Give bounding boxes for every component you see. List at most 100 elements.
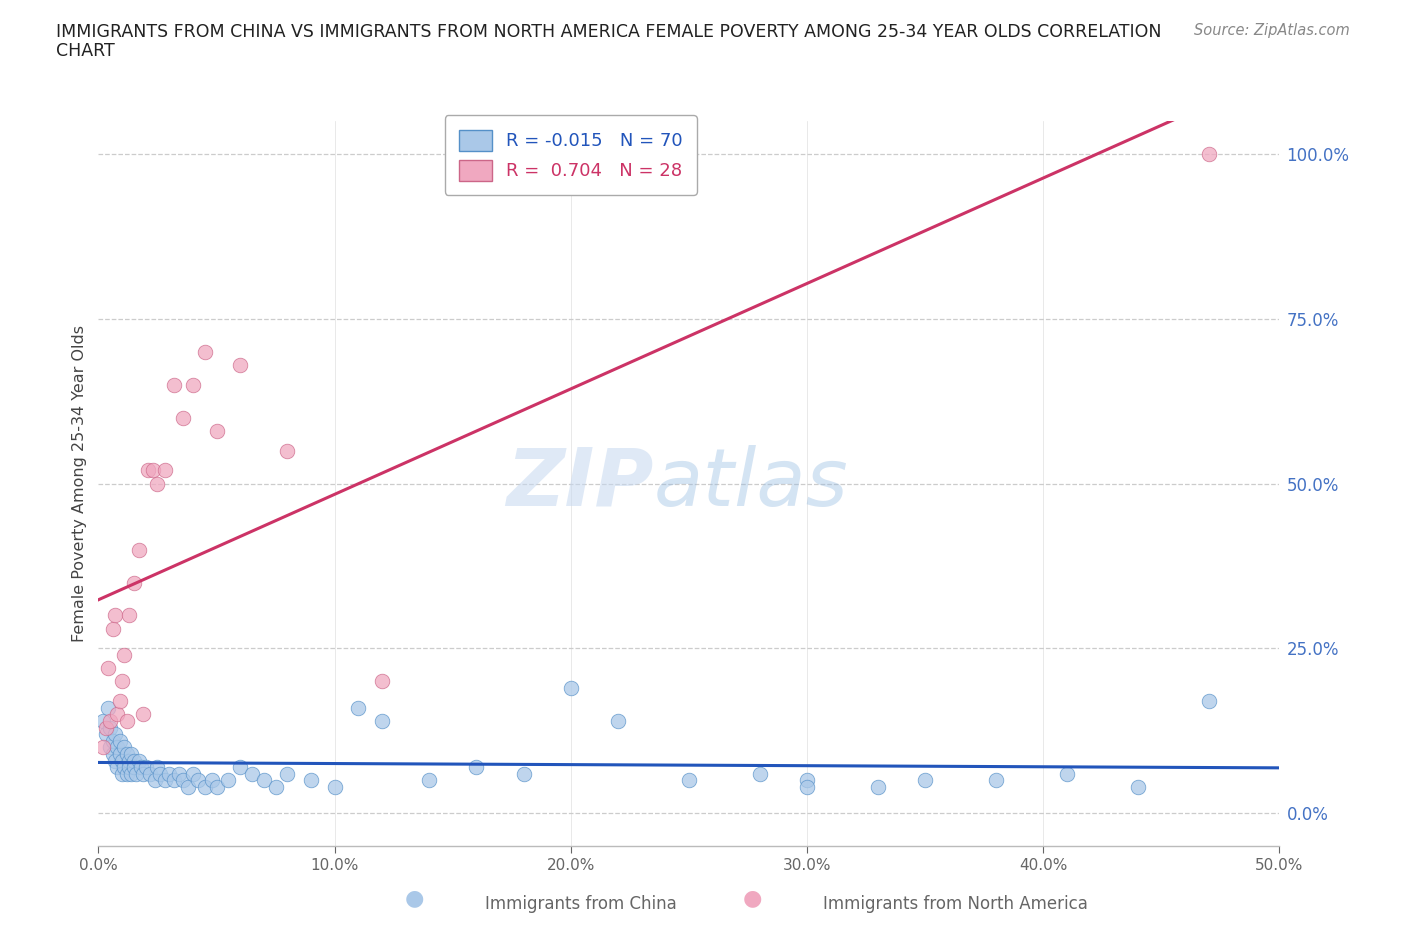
Text: Immigrants from North America: Immigrants from North America: [823, 895, 1087, 913]
Point: [97, 661, 120, 676]
Point: [101, 747, 124, 762]
Point: [112, 760, 135, 775]
Point: [163, 378, 186, 392]
Point: [98, 720, 121, 735]
Point: [153, 463, 176, 478]
Point: [115, 747, 138, 762]
Point: [122, 753, 145, 768]
Point: [112, 647, 135, 662]
Point: [299, 773, 322, 788]
Point: [1056, 766, 1078, 781]
Point: [128, 542, 150, 557]
Point: [125, 766, 148, 781]
Point: [115, 713, 138, 728]
Point: [229, 760, 252, 775]
Point: [94, 726, 117, 741]
Point: [201, 773, 224, 788]
Point: [796, 779, 818, 794]
Text: Source: ZipAtlas.com: Source: ZipAtlas.com: [1194, 23, 1350, 38]
Point: [115, 766, 138, 781]
Point: [253, 773, 276, 788]
Text: atlas: atlas: [654, 445, 848, 523]
Text: ZIP: ZIP: [506, 445, 654, 523]
Point: [101, 621, 124, 636]
Point: [465, 760, 488, 775]
Point: [217, 773, 239, 788]
Text: Immigrants from China: Immigrants from China: [485, 895, 676, 913]
Point: [607, 713, 630, 728]
Point: [104, 753, 127, 768]
Point: [118, 760, 141, 775]
Point: [153, 773, 176, 788]
Point: [98, 740, 121, 755]
Point: [194, 779, 217, 794]
Point: [748, 766, 770, 781]
Point: [108, 734, 131, 749]
Point: [132, 707, 155, 722]
Point: [91, 740, 114, 755]
Point: [1198, 694, 1220, 709]
Point: [101, 734, 124, 749]
Point: [122, 760, 145, 775]
Point: [172, 410, 194, 425]
Point: [149, 766, 172, 781]
Point: [796, 773, 818, 788]
Point: [181, 378, 204, 392]
Point: [172, 773, 194, 788]
Point: [139, 766, 162, 781]
Point: [105, 707, 128, 722]
Point: [1126, 779, 1149, 794]
Point: [105, 760, 128, 775]
Point: [560, 681, 582, 696]
Legend: R = -0.015   N = 70, R =  0.704   N = 28: R = -0.015 N = 70, R = 0.704 N = 28: [444, 115, 697, 195]
Point: [187, 773, 209, 788]
Text: ●: ●: [405, 888, 425, 908]
Point: [177, 779, 200, 794]
Point: [205, 423, 228, 438]
Point: [104, 726, 127, 741]
Point: [914, 773, 936, 788]
Point: [118, 753, 141, 768]
Point: [108, 747, 131, 762]
Point: [866, 779, 889, 794]
Point: [512, 766, 534, 781]
Point: [98, 713, 121, 728]
Point: [94, 720, 117, 735]
Point: [205, 779, 228, 794]
Point: [984, 773, 1007, 788]
Point: [264, 779, 287, 794]
Point: [194, 344, 217, 359]
Point: [97, 700, 120, 715]
Text: ●: ●: [742, 888, 762, 908]
Point: [111, 753, 134, 768]
Point: [163, 773, 186, 788]
Point: [136, 463, 159, 478]
Point: [108, 694, 131, 709]
Point: [146, 760, 169, 775]
Point: [146, 476, 169, 491]
Point: [347, 700, 370, 715]
Point: [122, 575, 145, 590]
Point: [111, 766, 134, 781]
Point: [1198, 146, 1220, 161]
Point: [167, 766, 190, 781]
Point: [105, 740, 128, 755]
Point: [121, 766, 143, 781]
Point: [129, 760, 152, 775]
Point: [128, 753, 150, 768]
Point: [157, 766, 180, 781]
Point: [323, 779, 346, 794]
Point: [104, 608, 127, 623]
Point: [276, 444, 298, 458]
Point: [111, 674, 134, 689]
Point: [142, 463, 165, 478]
Point: [276, 766, 298, 781]
Point: [229, 357, 252, 372]
Point: [121, 747, 143, 762]
Point: [132, 766, 155, 781]
Point: [118, 608, 141, 623]
Point: [91, 713, 114, 728]
Point: [135, 760, 157, 775]
Point: [418, 773, 440, 788]
Point: [371, 713, 394, 728]
